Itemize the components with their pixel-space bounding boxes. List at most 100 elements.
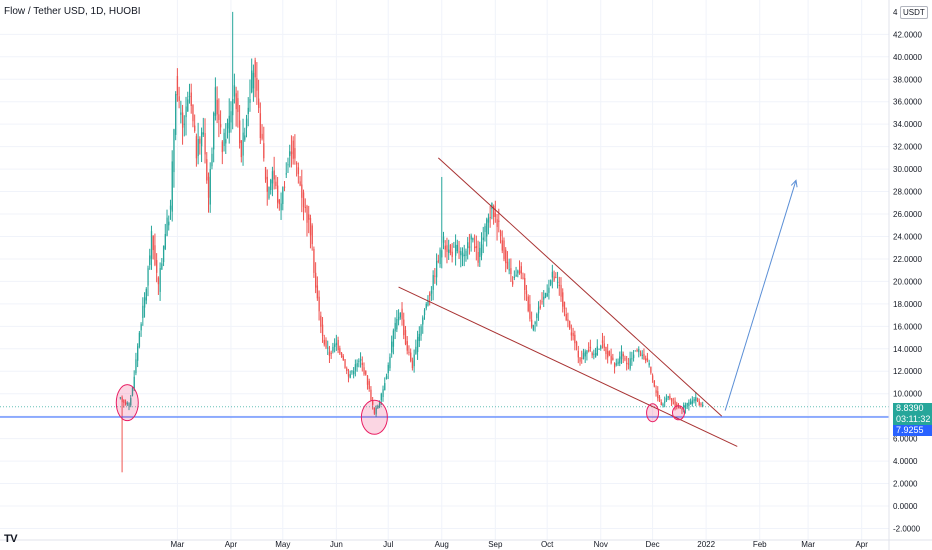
candle-body bbox=[394, 322, 396, 332]
candle-body bbox=[567, 319, 569, 322]
support-level-badge: 7.9255 bbox=[893, 425, 932, 436]
candle-body bbox=[309, 218, 312, 236]
price-axis[interactable]: -2.00000.00002.00004.00006.00008.000010.… bbox=[893, 30, 922, 533]
candle-body bbox=[330, 352, 332, 354]
candle-body bbox=[156, 260, 158, 273]
candle-body bbox=[622, 353, 624, 357]
candle-body bbox=[574, 334, 576, 344]
lower-trendline bbox=[398, 286, 738, 447]
candle-body bbox=[358, 360, 360, 362]
candle-body bbox=[617, 361, 619, 365]
candle-body bbox=[199, 138, 201, 144]
candle-body bbox=[543, 296, 545, 300]
candle-body bbox=[446, 245, 448, 252]
candle-body bbox=[283, 186, 286, 188]
candle-body bbox=[608, 351, 611, 356]
candle-body bbox=[366, 375, 369, 385]
candle-body bbox=[480, 244, 483, 256]
currency-button[interactable]: USDT bbox=[900, 6, 928, 19]
candle-body bbox=[258, 98, 260, 108]
candle-body bbox=[190, 92, 192, 107]
candle-body bbox=[657, 391, 659, 399]
candle-body bbox=[548, 287, 550, 293]
drawing-tools bbox=[0, 157, 889, 447]
candle-body bbox=[320, 315, 322, 327]
candle-body bbox=[612, 357, 614, 360]
candle-body bbox=[211, 153, 213, 167]
candle-body bbox=[323, 339, 325, 345]
candle-body bbox=[418, 333, 421, 341]
candle-body bbox=[610, 355, 612, 364]
candle-body bbox=[256, 78, 258, 91]
candle-body bbox=[200, 132, 203, 147]
time-tick-label: Jun bbox=[330, 540, 343, 549]
price-tick-label: -2.0000 bbox=[893, 524, 921, 533]
candle-body bbox=[520, 266, 522, 274]
candle-body bbox=[302, 192, 305, 207]
candle-body bbox=[690, 401, 692, 405]
candle-body bbox=[550, 280, 552, 285]
candle-body bbox=[693, 398, 695, 402]
candle-body bbox=[588, 349, 590, 352]
candle-body bbox=[534, 322, 536, 325]
price-tick-label: 6.0000 bbox=[893, 435, 918, 444]
candle-body bbox=[688, 402, 690, 407]
candle-body bbox=[422, 317, 424, 325]
candle-body bbox=[494, 212, 497, 217]
candle-body bbox=[282, 187, 284, 205]
candle-body bbox=[454, 244, 457, 256]
candle-body bbox=[294, 148, 296, 159]
price-tick-label: 4.0000 bbox=[893, 457, 918, 466]
candle-body bbox=[259, 113, 262, 139]
candle-body bbox=[453, 246, 455, 248]
chart-grid bbox=[0, 0, 889, 540]
time-tick-label: Mar bbox=[801, 540, 815, 549]
candle-body bbox=[632, 354, 635, 359]
candle-body bbox=[266, 176, 268, 192]
candle-body bbox=[582, 352, 585, 359]
candle-body bbox=[442, 236, 445, 243]
candle-body bbox=[342, 356, 344, 361]
candle-body bbox=[128, 403, 130, 406]
candle-body bbox=[537, 307, 540, 314]
candle-body bbox=[384, 383, 386, 391]
candle-body bbox=[164, 234, 166, 249]
candle-body bbox=[517, 270, 519, 274]
candle-body bbox=[667, 396, 669, 398]
time-axis[interactable]: Mar Apr May Jun Jul Aug Sep Oct Nov Dec 2022 Feb Mar… bbox=[170, 540, 868, 549]
candle-body bbox=[430, 290, 433, 294]
candle-body bbox=[168, 221, 170, 226]
time-tick-label: Nov bbox=[594, 540, 608, 549]
candle-body bbox=[669, 396, 671, 400]
time-tick-label: Mar bbox=[170, 540, 184, 549]
candle-body bbox=[532, 325, 535, 330]
candle-body bbox=[501, 240, 503, 251]
candle-body bbox=[278, 199, 281, 205]
candle-body bbox=[356, 363, 358, 367]
candle-body bbox=[522, 277, 524, 279]
candle-body bbox=[183, 123, 185, 125]
candle-body bbox=[154, 245, 156, 265]
candle-body bbox=[581, 357, 583, 359]
candle-body bbox=[484, 226, 486, 232]
candle-body bbox=[245, 118, 248, 129]
candle-body bbox=[344, 359, 346, 368]
candle-body bbox=[691, 400, 694, 404]
candle-body bbox=[135, 359, 137, 374]
candle-body bbox=[513, 276, 516, 279]
price-tick-label: 22.0000 bbox=[893, 255, 922, 264]
candle-body bbox=[634, 350, 637, 352]
candle-body bbox=[218, 114, 220, 121]
candle-body bbox=[169, 205, 172, 210]
price-tick-label: 40.0000 bbox=[893, 53, 922, 62]
candle-body bbox=[401, 308, 403, 320]
candle-body bbox=[138, 332, 141, 347]
candle-body bbox=[171, 161, 173, 212]
candle-body bbox=[121, 397, 123, 403]
candle-body bbox=[270, 179, 272, 191]
candle-body bbox=[460, 251, 462, 256]
candle-body bbox=[206, 159, 208, 181]
time-tick-label: 2022 bbox=[697, 540, 715, 549]
candle-body bbox=[387, 365, 389, 374]
